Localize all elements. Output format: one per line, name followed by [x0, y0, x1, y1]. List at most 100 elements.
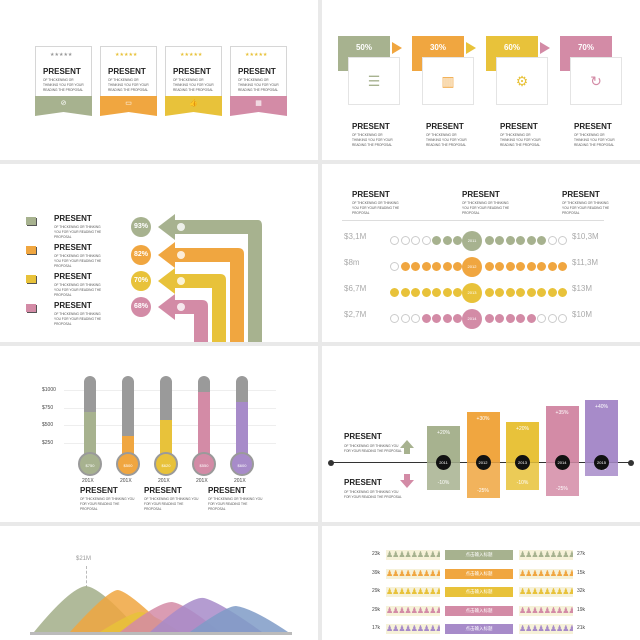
- row-right-value: 32k: [577, 588, 586, 594]
- row-center-label[interactable]: 点击输入标题: [445, 605, 513, 616]
- down-title: PRESENT: [344, 478, 382, 487]
- star-rating: ★★★★★: [180, 52, 203, 58]
- tube-label: 201X: [234, 478, 246, 484]
- tube-bulb: $550: [192, 452, 216, 476]
- row-center-label[interactable]: 点击输入标题: [445, 550, 513, 560]
- info-card[interactable]: ★★★★★ PRESENT OF THICKENING OR THINKING YO…: [230, 46, 287, 98]
- progress-dot: [421, 288, 431, 297]
- star-rating: ★★★★★: [115, 52, 138, 58]
- tube-label: 201X: [158, 478, 170, 484]
- column-body: OF THICKENING OR THINKING YOU FOR YOUR R…: [462, 201, 510, 215]
- progress-dot: [421, 236, 431, 245]
- card-title: PRESENT: [238, 67, 276, 76]
- progress-dot: [495, 288, 504, 297]
- slide-dot-rows[interactable]: PRESENT OF THICKENING OR THINKING YOU FOR…: [322, 164, 640, 342]
- progress-dot: [516, 236, 525, 245]
- slide-people-rows[interactable]: 23k ♟♟♟♟♟♟♟♟♟♟ 点击输入标题 ♟♟♟♟♟♟♟♟♟♟ 27k 39k ♟♟♟♟♟…: [322, 526, 640, 640]
- info-card[interactable]: ★★★★★ PRESENT OF THICKENING OR THINKING YO…: [35, 46, 92, 98]
- column-body: OF THICKENING OR THINKING YOU FOR YOUR R…: [352, 201, 400, 215]
- progress-dot: [516, 262, 525, 271]
- progress-dot: [547, 262, 557, 271]
- text-body: OF THICKENING OR THINKING YOU FOR YOUR R…: [80, 497, 135, 511]
- progress-dot: [400, 288, 410, 297]
- bar-up-label: +40%: [595, 404, 608, 410]
- arrow-badge-icon: [177, 303, 185, 311]
- percent-circle: 93%: [131, 217, 151, 237]
- people-left-icon: ♟♟♟♟♟♟♟♟♟♟: [386, 624, 440, 634]
- card-body: OF THICKENING OR THINKING YOU FOR YOUR R…: [173, 78, 214, 92]
- down-arrow-stem: [404, 474, 410, 480]
- row-center-label[interactable]: 点击输入标题: [445, 568, 513, 579]
- bar-down-label: -10%: [437, 480, 450, 486]
- progress-dot: [442, 288, 452, 297]
- info-card[interactable]: ★★★★★ PRESENT OF THICKENING OR THINKING YO…: [165, 46, 222, 98]
- gear-icon: ⚙: [496, 57, 548, 105]
- progress-dot: [547, 288, 557, 297]
- progress-dot: [558, 288, 567, 297]
- people-left-icon: ♟♟♟♟♟♟♟♟♟♟: [386, 605, 440, 616]
- star-rating: ★★★★★: [245, 52, 268, 58]
- step-title: PRESENT: [500, 122, 538, 131]
- year-circle: 2013: [462, 283, 482, 303]
- tube-bulb: $750: [78, 452, 102, 476]
- progress-dot: [442, 314, 452, 323]
- step-body: OF THICKENING OR THINKING YOU FOR YOUR R…: [500, 133, 541, 147]
- people-left-icon: ♟♟♟♟♟♟♟♟♟♟: [386, 587, 440, 597]
- row-right-amount: $13M: [572, 284, 593, 293]
- thumb-icon: 👍: [165, 96, 222, 116]
- down-arrow-icon: [400, 480, 414, 488]
- year-node: 2014: [554, 455, 570, 470]
- up-arrow-stem: [404, 448, 410, 454]
- slide-thermometers[interactable]: $1000 $750 $500 $250 $750 201X $500 201X $620 20…: [0, 346, 318, 522]
- bar-down-label: -25%: [477, 488, 489, 494]
- slide-arrows[interactable]: PRESENT OF THICKENING OR THINKING YOU FOR…: [0, 164, 318, 342]
- progress-dot: [558, 236, 567, 245]
- progress-dot: [516, 314, 525, 323]
- item-body: OF THICKENING OR THINKING YOU FOR YOUR R…: [54, 225, 102, 239]
- slide-timeline-bars[interactable]: PRESENT OF THICKENING OR THINKING YOU FO…: [322, 346, 640, 522]
- item-title: PRESENT: [54, 243, 92, 252]
- up-title: PRESENT: [344, 432, 382, 441]
- text-body: OF THICKENING OR THINKING YOU FOR YOUR R…: [144, 497, 199, 511]
- column-title: PRESENT: [462, 190, 500, 199]
- progress-dot: [547, 314, 557, 323]
- progress-dot: [484, 236, 494, 245]
- card-title: PRESENT: [108, 67, 146, 76]
- slide-cards[interactable]: ★★★★★ PRESENT OF THICKENING OR THINKING YO…: [0, 0, 318, 160]
- progress-dot: [495, 314, 504, 323]
- row-center-label[interactable]: 点击输入标题: [445, 587, 513, 597]
- people-right-icon: ♟♟♟♟♟♟♟♟♟♟: [519, 587, 573, 597]
- step-arrow-icon: [392, 42, 402, 54]
- arrow-badge-icon: [177, 223, 185, 231]
- progress-dot: [400, 262, 410, 271]
- bar-up: [466, 412, 500, 462]
- progress-dot: [390, 262, 399, 271]
- slide-steps[interactable]: 50% ☰ PRESENT OF THICKENING OR THINKING YOU…: [322, 0, 640, 160]
- step-body: OF THICKENING OR THINKING YOU FOR YOUR R…: [574, 133, 615, 147]
- refresh-icon: ↻: [570, 57, 622, 105]
- card-body: OF THICKENING OR THINKING YOU FOR YOUR R…: [108, 78, 149, 92]
- year-node: 2012: [475, 455, 491, 470]
- item-title: PRESENT: [54, 272, 92, 281]
- item-body: OF THICKENING OR THINKING YOU FOR YOUR R…: [54, 254, 102, 268]
- row-left-value: 17k: [372, 625, 381, 631]
- item-title: PRESENT: [54, 301, 92, 310]
- y-tick-label: $500: [42, 422, 54, 428]
- progress-dot: [495, 262, 504, 271]
- progress-dot: [432, 236, 441, 245]
- text-title: PRESENT: [208, 486, 246, 495]
- bar-up: [545, 406, 579, 462]
- mountain-chart: [30, 586, 292, 635]
- progress-dot: [400, 236, 410, 245]
- progress-dot: [537, 236, 546, 245]
- legend-box: [26, 304, 36, 312]
- progress-dot: [505, 288, 515, 297]
- row-left-amount: $6,7M: [344, 284, 367, 293]
- slide-mountains[interactable]: $21M: [0, 526, 318, 640]
- row-center-label[interactable]: 点击输入标题: [445, 624, 513, 634]
- info-card[interactable]: ★★★★★ PRESENT OF THICKENING OR THINKING YO…: [100, 46, 157, 98]
- database-icon: ☰: [348, 57, 400, 105]
- year-node: 2015: [594, 455, 609, 470]
- text-title: PRESENT: [144, 486, 182, 495]
- bar-up-label: +20%: [437, 430, 450, 436]
